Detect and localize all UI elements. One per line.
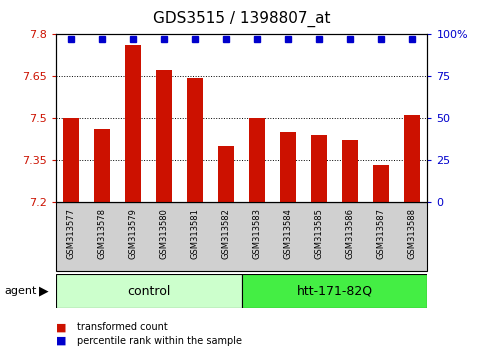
Text: htt-171-82Q: htt-171-82Q [297, 285, 372, 298]
Bar [280, 132, 296, 202]
Bar [63, 118, 79, 202]
Text: agent: agent [5, 286, 37, 296]
Bar [187, 79, 203, 202]
Bar [125, 45, 141, 202]
Bar [311, 135, 327, 202]
Bar [373, 165, 389, 202]
Bar [94, 129, 110, 202]
Text: GDS3515 / 1398807_at: GDS3515 / 1398807_at [153, 11, 330, 27]
Text: ■: ■ [56, 336, 66, 346]
Text: ▶: ▶ [39, 285, 48, 298]
Bar [404, 115, 420, 202]
Text: percentile rank within the sample: percentile rank within the sample [77, 336, 242, 346]
Bar [342, 140, 358, 202]
Bar [156, 70, 172, 202]
Text: control: control [127, 285, 170, 298]
FancyBboxPatch shape [56, 274, 242, 308]
FancyBboxPatch shape [242, 274, 427, 308]
Bar [249, 118, 265, 202]
Bar [218, 146, 234, 202]
Text: ■: ■ [56, 322, 66, 332]
Text: transformed count: transformed count [77, 322, 168, 332]
